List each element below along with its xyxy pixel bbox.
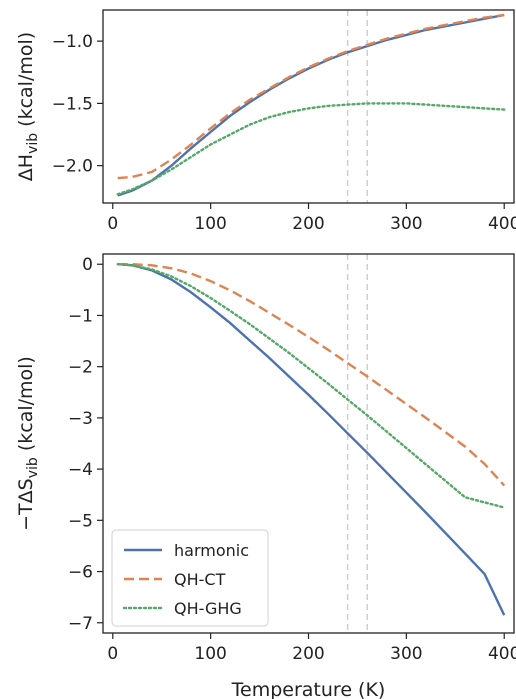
y-axis-label-unit: (kcal/mol) — [15, 356, 37, 457]
y-axis-label-unit: (kcal/mol) — [15, 32, 37, 133]
legend-box — [111, 529, 269, 627]
series-line-qh-ct — [117, 13, 505, 180]
enthalpy-panel: 0 100 200 300 400 −2.0 −1.5 −1.0 ΔHvib (kcal/mol… — [15, 9, 516, 234]
y-tick-label: −2 — [68, 358, 93, 378]
series-line-qh-ghg — [116, 102, 506, 196]
y-tick-label: −1.0 — [52, 32, 93, 52]
y-tick-label: −2.0 — [52, 157, 93, 177]
x-tick-label: 0 — [107, 644, 118, 664]
series-line-qh-ghg — [116, 263, 506, 509]
x-tick-label: 400 — [488, 644, 516, 664]
y-tick-label: −3 — [68, 409, 93, 429]
entropy-panel: 0 100 200 300 400 0 −1 −2 −3 −4 −5 −6 −7 −TΔSvib (kca… — [15, 253, 516, 699]
legend-label-qh-ghg: QH-GHG — [174, 599, 242, 618]
x-tick-label: 300 — [390, 644, 422, 664]
series-line-harmonic — [117, 13, 505, 197]
y-axis-label-main: ΔH — [15, 154, 37, 181]
y-axis-label-subscript: vib — [25, 133, 41, 154]
x-axis-label: Temperature (K) — [231, 679, 386, 699]
y-axis-label-subscript: vib — [25, 457, 41, 478]
y-tick-label: −6 — [68, 563, 93, 583]
y-tick-label: −5 — [68, 511, 93, 531]
x-tick-label: 100 — [194, 214, 226, 234]
x-tick-label: 300 — [390, 214, 422, 234]
y-axis-label: −TΔSvib (kcal/mol) — [15, 356, 41, 531]
x-tick-label: 400 — [488, 214, 516, 234]
legend-label-qh-ct: QH-CT — [174, 570, 226, 589]
x-tick-label: 200 — [292, 214, 324, 234]
y-tick-label: −7 — [68, 614, 93, 634]
y-tick-label: −1.5 — [52, 94, 93, 114]
y-tick-label: 0 — [82, 255, 93, 275]
legend-label-harmonic: harmonic — [174, 541, 249, 560]
series-line-qh-ct — [117, 263, 506, 487]
y-tick-label: −4 — [68, 460, 93, 480]
x-tick-label: 100 — [194, 644, 226, 664]
x-tick-label: 0 — [107, 214, 118, 234]
y-axis-label-main: −TΔS — [15, 478, 37, 531]
x-tick-label: 200 — [292, 644, 324, 664]
y-tick-label: −1 — [68, 306, 93, 326]
series-line-harmonic — [117, 263, 506, 616]
y-axis-label: ΔHvib (kcal/mol) — [15, 32, 41, 181]
